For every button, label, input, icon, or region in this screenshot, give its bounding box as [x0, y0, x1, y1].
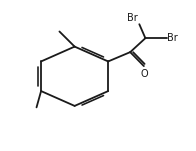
Text: Br: Br	[167, 33, 178, 43]
Text: O: O	[141, 69, 148, 79]
Text: Br: Br	[127, 13, 138, 23]
